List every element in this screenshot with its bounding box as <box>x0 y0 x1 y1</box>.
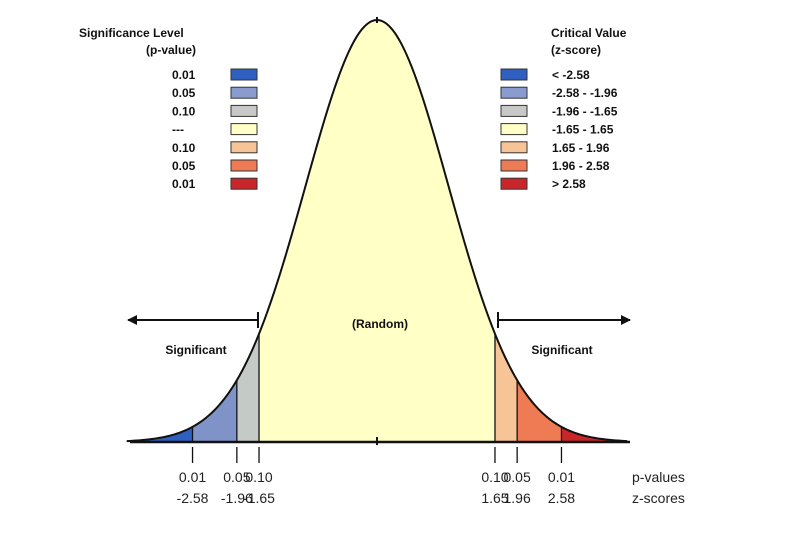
legend-swatch <box>500 141 528 154</box>
region-dividers <box>191 333 563 442</box>
legend-swatch <box>500 104 528 117</box>
z-score-tick-label: -1.96 <box>221 490 253 506</box>
p-value-tick-label: 0.05 <box>504 469 531 485</box>
legend-label: 0.10 <box>172 141 196 155</box>
z-score-tick-label: -2.58 <box>177 490 209 506</box>
legend-right: < -2.58 -2.58 - -1.96 -1.96 - -1.65 -1.65 -… <box>500 68 618 191</box>
region-left-0-10 <box>236 333 260 442</box>
region-right-0-10 <box>494 333 518 442</box>
legend-swatch <box>500 123 528 136</box>
zscores-caption: z-scores <box>632 490 685 506</box>
legend-swatch <box>230 86 258 99</box>
significant-left-label: Significant <box>165 343 226 357</box>
region-right-0-01 <box>561 426 628 442</box>
p-value-tick-label: 0.05 <box>223 469 250 485</box>
legend-swatch <box>230 123 258 136</box>
legend-label: 0.05 <box>172 86 196 100</box>
legend-label: 0.05 <box>172 159 196 173</box>
significant-right-label: Significant <box>531 343 592 357</box>
legend-label: -1.96 - -1.65 <box>552 104 618 118</box>
p-value-tick-label: 0.01 <box>548 469 575 485</box>
legend-label: -1.65 - 1.65 <box>552 123 614 137</box>
legend-swatch <box>230 141 258 154</box>
z-score-tick-label: -1.65 <box>243 490 275 506</box>
legend-label: 0.10 <box>172 104 196 118</box>
z-score-tick-label: 2.58 <box>548 490 575 506</box>
legend-swatch <box>230 177 258 190</box>
axis-ticks: 0.01 -2.58 0.05 -1.96 0.10 -1.65 0.10 1.65 0.05 1… <box>177 447 575 506</box>
legend-label: 0.01 <box>172 177 196 191</box>
legend-right-subtitle: (z-score) <box>551 43 601 57</box>
legend-left-subtitle: (p-value) <box>146 43 196 57</box>
legend-swatch <box>500 68 528 81</box>
random-label: (Random) <box>352 317 408 331</box>
region-left-0-01 <box>126 426 193 442</box>
legend-swatch <box>500 159 528 172</box>
legend-label: < -2.58 <box>552 68 590 82</box>
legend-label: > 2.58 <box>552 177 586 191</box>
legend-label: 1.96 - 2.58 <box>552 159 610 173</box>
p-value-tick-label: 0.01 <box>179 469 206 485</box>
curve-regions <box>126 20 628 442</box>
legend-label: 1.65 - 1.96 <box>552 141 610 155</box>
legend-left: 0.01 0.05 0.10 --- 0.10 0.05 0.01 <box>172 68 258 191</box>
legend-swatch <box>500 86 528 99</box>
legend-right-title: Critical Value <box>551 26 627 40</box>
legend-label: -2.58 - -1.96 <box>552 86 618 100</box>
legend-label: 0.01 <box>172 68 196 82</box>
legend-swatch <box>500 177 528 190</box>
legend-left-title: Significance Level <box>79 26 184 40</box>
legend-swatch <box>230 159 258 172</box>
p-value-tick-label: 0.10 <box>245 469 272 485</box>
pvalues-caption: p-values <box>632 469 685 485</box>
legend-swatch <box>230 104 258 117</box>
p-value-tick-label: 0.10 <box>481 469 508 485</box>
z-score-tick-label: 1.65 <box>481 490 508 506</box>
legend-swatch <box>230 68 258 81</box>
legend-label: --- <box>172 123 184 137</box>
z-score-tick-label: 1.96 <box>504 490 531 506</box>
region-random <box>259 20 495 442</box>
